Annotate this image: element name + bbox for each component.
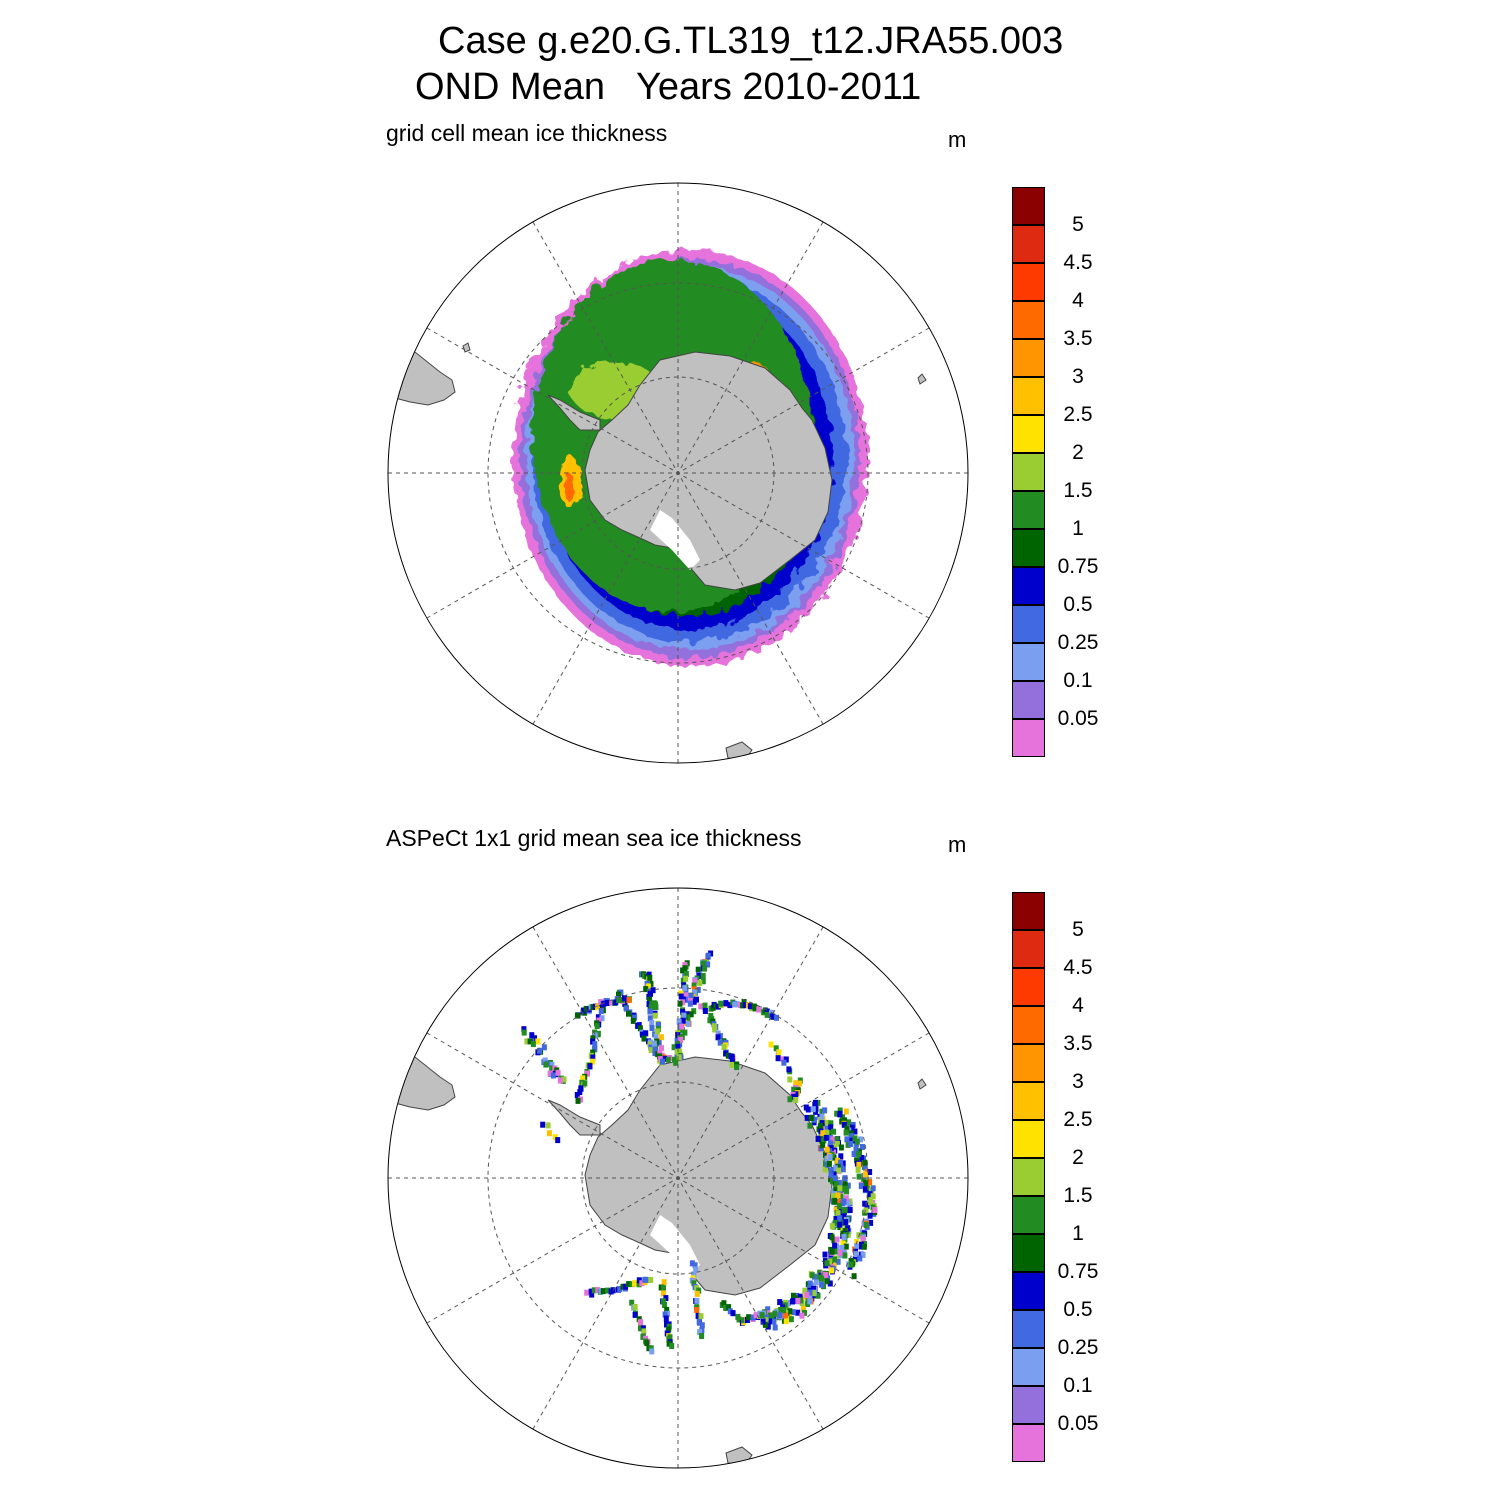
figure-title-line1: Case g.e20.G.TL319_t12.JRA55.003 [438,20,1064,62]
colorbar-swatch [1012,719,1045,757]
colorbar-swatch [1012,1386,1045,1424]
colorbar-tick-label: 0.05 [1057,1412,1099,1435]
antarctica-land-obs [584,1056,833,1296]
colorbar-tick-label: 3 [1072,1070,1084,1093]
colorbar-tick-label: 2 [1072,1146,1084,1169]
units-label-observations: m [948,832,967,857]
colorbar-tick-label: 4 [1072,994,1084,1017]
colorbar-tick-label: 1 [1072,517,1084,540]
antarctica-land [584,351,833,591]
colorbar-tick-label: 3 [1072,365,1084,388]
colorbar-swatch [1012,892,1045,930]
colorbar-tick-label: 1.5 [1063,479,1093,502]
colorbar-tick-label: 2 [1072,441,1084,464]
colorbar-swatch [1012,377,1045,415]
colorbar-swatch [1012,1234,1045,1272]
colorbar-swatch [1012,339,1045,377]
map-boundary [387,182,969,764]
colorbar-swatch [1012,225,1045,263]
colorbar-tick-label: 0.1 [1063,669,1093,692]
colorbar-swatch [1012,1196,1045,1234]
units-label-model: m [948,127,967,152]
map-observations [387,887,969,1469]
colorbar-tick-label: 2.5 [1063,403,1093,426]
colorbar-tick-label: 1 [1072,1222,1084,1245]
colorbar-swatch [1012,1424,1045,1462]
colorbar-tick-label: 3.5 [1063,327,1093,350]
colorbar-swatch [1012,187,1045,225]
colorbar-swatch [1012,643,1045,681]
colorbar-swatch [1012,1044,1045,1082]
colorbar-swatch [1012,263,1045,301]
colorbar-swatch [1012,605,1045,643]
colorbar-tick-label: 5 [1072,918,1084,941]
colorbar-swatch [1012,968,1045,1006]
colorbar-tick-label: 0.75 [1057,555,1099,578]
colorbar-tick-label: 0.25 [1057,1336,1099,1359]
colorbar-swatch [1012,491,1045,529]
colorbar-tick-label: 0.5 [1063,1298,1093,1321]
graticule [388,183,968,763]
colorbar-swatch [1012,567,1045,605]
colorbar-tick-label: 0.25 [1057,631,1099,654]
colorbar-tick-label: 4 [1072,289,1084,312]
colorbar-tick-label: 2.5 [1063,1108,1093,1131]
map-model [387,182,969,764]
colorbar-swatch [1012,1158,1045,1196]
colorbar-swatch [1012,930,1045,968]
map-boundary-obs [387,887,969,1469]
colorbar-tick-label: 4.5 [1063,251,1093,274]
figure-title-line2: OND Mean Years 2010-2011 [415,66,922,108]
colorbar-tick-label: 1.5 [1063,1184,1093,1207]
colorbar-swatch [1012,453,1045,491]
colorbar-swatch [1012,529,1045,567]
graticule-obs [388,888,968,1468]
colorbar-swatch [1012,415,1045,453]
colorbar-tick-label: 4.5 [1063,956,1093,979]
panel-title-observations: ASPeCt 1x1 grid mean sea ice thickness [386,825,802,851]
colorbar-swatch [1012,1272,1045,1310]
colorbar-tick-label: 3.5 [1063,1032,1093,1055]
colorbar-swatch [1012,1006,1045,1044]
colorbar-swatch [1012,681,1045,719]
colorbar-tick-label: 0.75 [1057,1260,1099,1283]
colorbar-swatch [1012,301,1045,339]
colorbar-tick-label: 5 [1072,213,1084,236]
observation-cells [521,950,878,1355]
colorbar-swatch [1012,1120,1045,1158]
colorbar-tick-label: 0.05 [1057,707,1099,730]
colorbar-tick-label: 0.5 [1063,593,1093,616]
colorbar-swatch [1012,1348,1045,1386]
colorbar-swatch [1012,1082,1045,1120]
colorbar-tick-label: 0.1 [1063,1374,1093,1397]
panel-title-model: grid cell mean ice thickness [386,120,668,146]
colorbar-swatch [1012,1310,1045,1348]
